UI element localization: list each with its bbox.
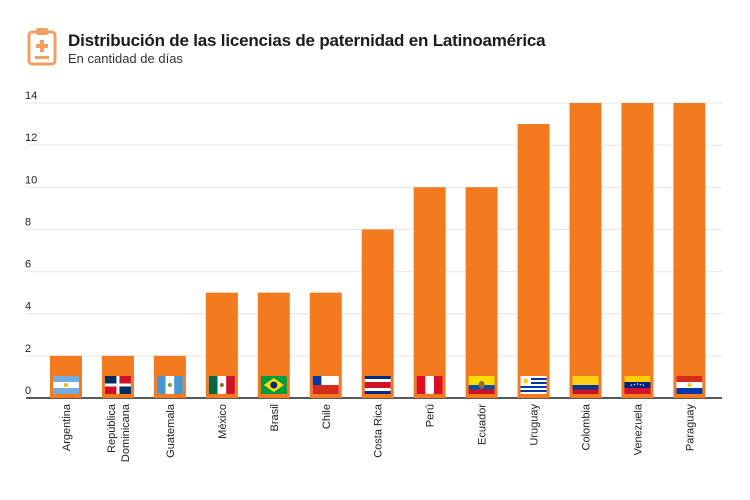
paraguay-flag-icon — [676, 376, 703, 394]
category-label-costa-rica: Costa Rica — [373, 403, 385, 458]
category-label-line: Venezuela — [632, 403, 644, 455]
category-label-line: Dominicana — [120, 403, 132, 462]
category-label-line: Guatemala — [165, 403, 177, 458]
y-tick-label: 10 — [25, 174, 37, 186]
y-tick-label: 6 — [25, 259, 31, 271]
y-tick-label: 14 — [25, 90, 37, 102]
category-label-chile: Chile — [321, 404, 333, 429]
category-label-mexico: México — [217, 404, 229, 439]
category-label-colombia: Colombia — [581, 403, 593, 450]
y-tick-label: 12 — [25, 132, 37, 144]
category-label-line: Colombia — [581, 403, 593, 450]
costa-rica-flag-icon — [364, 376, 391, 394]
y-tick-label: 8 — [25, 216, 31, 228]
category-label-guatemala: Guatemala — [165, 403, 177, 458]
guatemala-flag-icon — [156, 376, 183, 394]
bar-paraguay — [673, 103, 706, 398]
category-label-uruguay: Uruguay — [529, 404, 541, 446]
uruguay-flag-icon — [520, 376, 547, 394]
argentina-flag-icon — [53, 376, 79, 394]
chart-subtitle: En cantidad de días — [68, 51, 183, 66]
chile-flag-icon — [312, 376, 339, 394]
bar-colombia — [569, 103, 602, 398]
category-label-line: Ecuador — [477, 404, 489, 445]
category-label-argentina: Argentina — [61, 403, 73, 451]
bar-costa-rica — [361, 229, 394, 398]
bar-uruguay — [517, 124, 550, 399]
category-label-venezuela: Venezuela — [632, 403, 644, 455]
chart-title: Distribución de las licencias de paterni… — [68, 31, 546, 50]
bar-venezuela — [621, 103, 654, 398]
category-label-ecuador: Ecuador — [477, 404, 489, 445]
mexico-flag-icon — [208, 376, 235, 394]
dominican-republic-flag-icon — [104, 376, 131, 394]
y-tick-label: 2 — [25, 343, 31, 355]
venezuela-flag-icon — [624, 376, 651, 394]
y-tick-label: 0 — [25, 385, 31, 397]
category-label-paraguay: Paraguay — [684, 404, 696, 452]
clipboard-medical-icon — [27, 28, 57, 66]
category-label-dominican-republic: República Dominicana — [106, 403, 132, 462]
category-label-line: Uruguay — [529, 404, 541, 446]
category-label-line: Perú — [425, 404, 437, 427]
category-label-line: Costa Rica — [373, 403, 385, 458]
brazil-flag-icon — [260, 376, 287, 394]
y-tick-label: 4 — [25, 301, 31, 313]
category-label-line: México — [217, 404, 229, 439]
bar-ecuador — [465, 187, 498, 398]
category-label-line: Chile — [321, 404, 333, 429]
colombia-flag-icon — [572, 376, 599, 394]
category-label-brazil: Brasil — [269, 404, 281, 432]
category-label-line: Paraguay — [684, 404, 696, 452]
peru-flag-icon — [416, 376, 443, 394]
category-label-peru: Perú — [425, 404, 437, 427]
ecuador-flag-icon — [468, 376, 495, 394]
category-label-line: Brasil — [269, 404, 281, 432]
category-label-line: Argentina — [61, 403, 73, 451]
category-label-line: República — [106, 403, 118, 453]
bar-peru — [413, 187, 446, 398]
